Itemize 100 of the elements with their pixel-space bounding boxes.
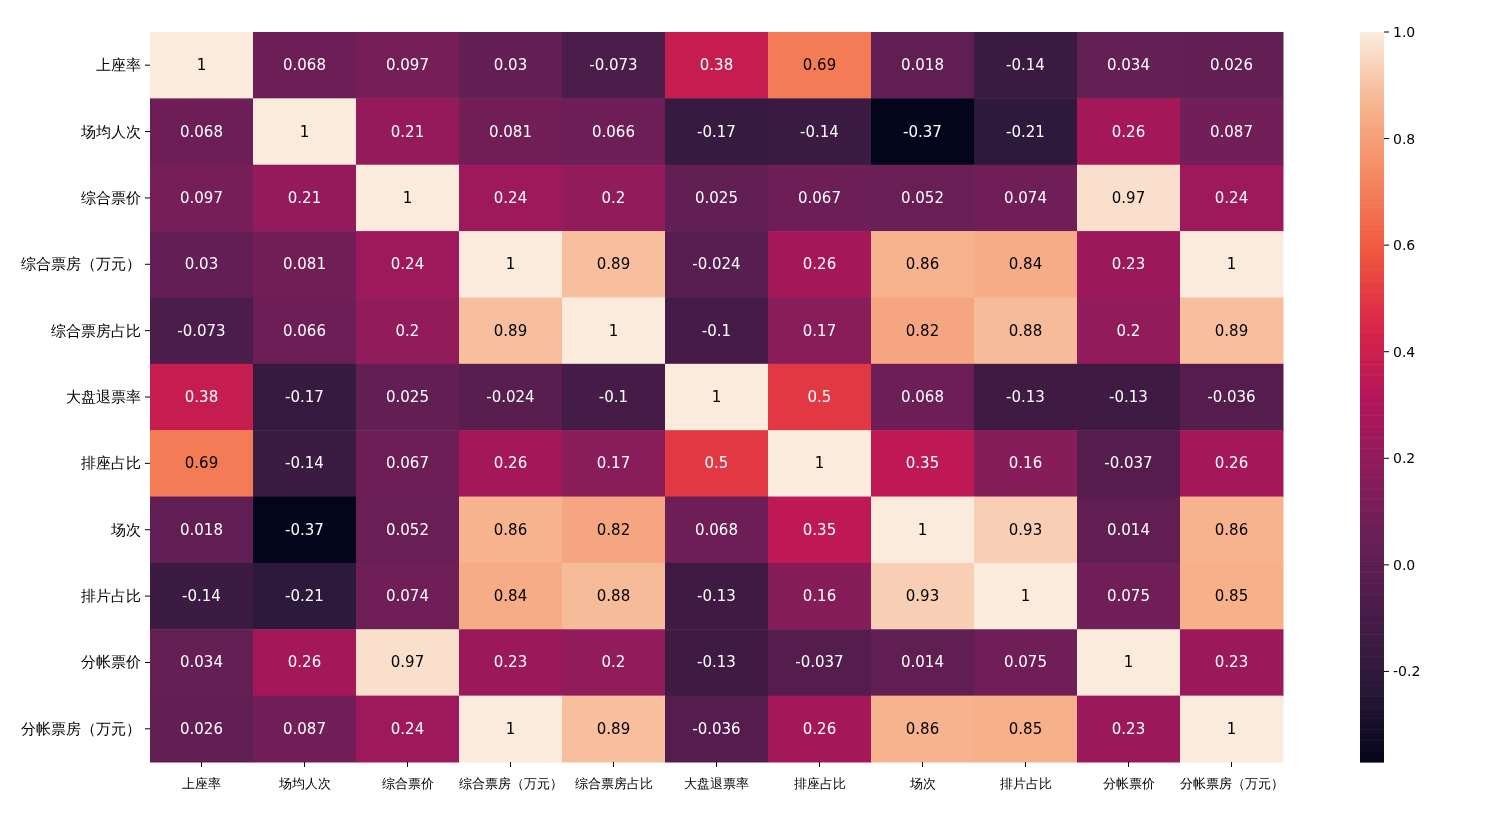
- x-tick-label: 排片占比: [999, 776, 1052, 791]
- data-label: 0.26: [1111, 122, 1146, 141]
- data-label: 0.82: [596, 520, 631, 539]
- data-label: -0.14: [182, 587, 221, 606]
- y-tick-label: 分帐票价: [81, 653, 141, 672]
- data-label: -0.037: [795, 653, 844, 672]
- data-label: 0.97: [1111, 188, 1146, 207]
- data-label: 0.89: [493, 321, 528, 340]
- x-tick-label: 场均人次: [277, 776, 331, 791]
- data-label: 0.066: [592, 122, 635, 141]
- color-bar-label: 0.0: [1393, 556, 1416, 573]
- data-label: 0.5: [704, 454, 729, 473]
- data-label: 0.2: [601, 653, 626, 672]
- y-tick-label: 分帐票房（万元）: [21, 719, 141, 738]
- data-label: 0.26: [493, 454, 528, 473]
- data-label: 0.097: [180, 188, 223, 207]
- data-label: 0.26: [802, 255, 837, 274]
- data-label: -0.13: [1109, 388, 1148, 406]
- data-label: 1: [505, 255, 516, 274]
- data-label: 0.26: [1214, 454, 1249, 473]
- data-label: -0.036: [1207, 388, 1256, 406]
- data-label: 0.88: [1008, 321, 1043, 340]
- data-label: 0.21: [390, 122, 425, 141]
- data-label: 0.025: [386, 388, 429, 406]
- data-label: -0.037: [1104, 454, 1153, 473]
- data-label: 0.38: [184, 388, 219, 406]
- data-label: -0.14: [285, 454, 324, 473]
- x-tick-label: 综合票价: [381, 776, 434, 791]
- data-label: 1: [814, 454, 825, 473]
- data-label: 0.066: [283, 321, 326, 340]
- data-label: 0.087: [283, 719, 326, 738]
- data-label: 0.097: [386, 56, 429, 75]
- data-label: 0.025: [695, 188, 738, 207]
- data-label: 0.89: [596, 719, 631, 738]
- data-label: 1: [505, 719, 516, 738]
- data-label: 0.89: [1214, 321, 1249, 340]
- data-label: 0.24: [390, 255, 425, 274]
- data-label: 1: [608, 321, 619, 340]
- data-label: -0.17: [697, 122, 736, 141]
- data-label: 0.052: [901, 188, 944, 207]
- data-label: 1: [1226, 719, 1237, 738]
- color-bar-label: 1.0: [1393, 24, 1416, 40]
- data-label: 0.16: [1008, 454, 1043, 473]
- color-bar-label: 0.8: [1393, 130, 1416, 147]
- data-label: 0.068: [283, 56, 326, 75]
- data-label: -0.13: [697, 653, 736, 672]
- data-label: 0.067: [798, 188, 841, 207]
- data-label: 0.17: [802, 321, 837, 340]
- data-label: 0.93: [1008, 520, 1043, 539]
- color-bar-label: 0.2: [1393, 450, 1416, 467]
- data-label: 1: [711, 388, 722, 406]
- y-tick-label: 大盘退票率: [66, 388, 141, 406]
- data-label: 0.067: [386, 454, 429, 473]
- data-label: 0.84: [1008, 255, 1043, 274]
- data-label: 0.026: [1210, 56, 1253, 75]
- x-tick-label: 综合票房占比: [574, 776, 653, 791]
- data-label: 0.97: [390, 653, 425, 672]
- y-tick-label: 综合票价: [81, 188, 141, 207]
- data-label: 0.17: [596, 454, 631, 473]
- data-label: 0.5: [807, 388, 832, 406]
- x-tick-label: 综合票房（万元）: [458, 776, 563, 791]
- data-label: 1: [1123, 653, 1134, 672]
- data-label: 0.018: [180, 520, 223, 539]
- data-label: 0.82: [905, 321, 940, 340]
- color-bar-label: 0.4: [1393, 343, 1416, 360]
- data-label: 0.2: [395, 321, 420, 340]
- data-label: 0.068: [180, 122, 223, 141]
- data-label: 0.026: [180, 719, 223, 738]
- y-tick-label: 场均人次: [80, 122, 141, 141]
- data-label: 0.23: [1111, 719, 1146, 738]
- color-bar-label: 0.6: [1393, 237, 1416, 254]
- data-label: 0.16: [802, 587, 837, 606]
- data-label: 0.84: [493, 587, 528, 606]
- data-label: 0.014: [901, 653, 944, 672]
- data-label: 0.014: [1107, 520, 1150, 539]
- data-label: 0.35: [905, 454, 940, 473]
- data-label: 0.86: [905, 719, 940, 738]
- data-label: 0.2: [1116, 321, 1141, 340]
- data-label: -0.37: [285, 520, 324, 539]
- y-tick-label: 综合票房（万元）: [21, 255, 141, 274]
- data-label: -0.073: [589, 56, 638, 75]
- y-tick-label: 上座率: [96, 56, 141, 75]
- data-label: 0.068: [695, 520, 738, 539]
- data-label: -0.17: [285, 388, 324, 406]
- data-label: 0.075: [1107, 587, 1150, 606]
- data-label: 0.034: [1107, 56, 1150, 75]
- x-tick-label: 排座占比: [793, 776, 846, 791]
- data-label: 0.26: [287, 653, 322, 672]
- data-label: -0.024: [486, 388, 535, 406]
- data-label: 0.081: [283, 255, 326, 274]
- y-tick-label: 综合票房占比: [51, 321, 141, 340]
- data-label: 1: [917, 520, 928, 539]
- data-label: 0.86: [493, 520, 528, 539]
- data-label: 0.35: [802, 520, 837, 539]
- x-tick-label: 大盘退票率: [684, 776, 749, 791]
- data-label: 0.23: [1214, 653, 1249, 672]
- data-label: -0.21: [1006, 122, 1045, 141]
- data-label: 0.052: [386, 520, 429, 539]
- data-label: -0.13: [1006, 388, 1045, 406]
- data-label: -0.036: [692, 719, 741, 738]
